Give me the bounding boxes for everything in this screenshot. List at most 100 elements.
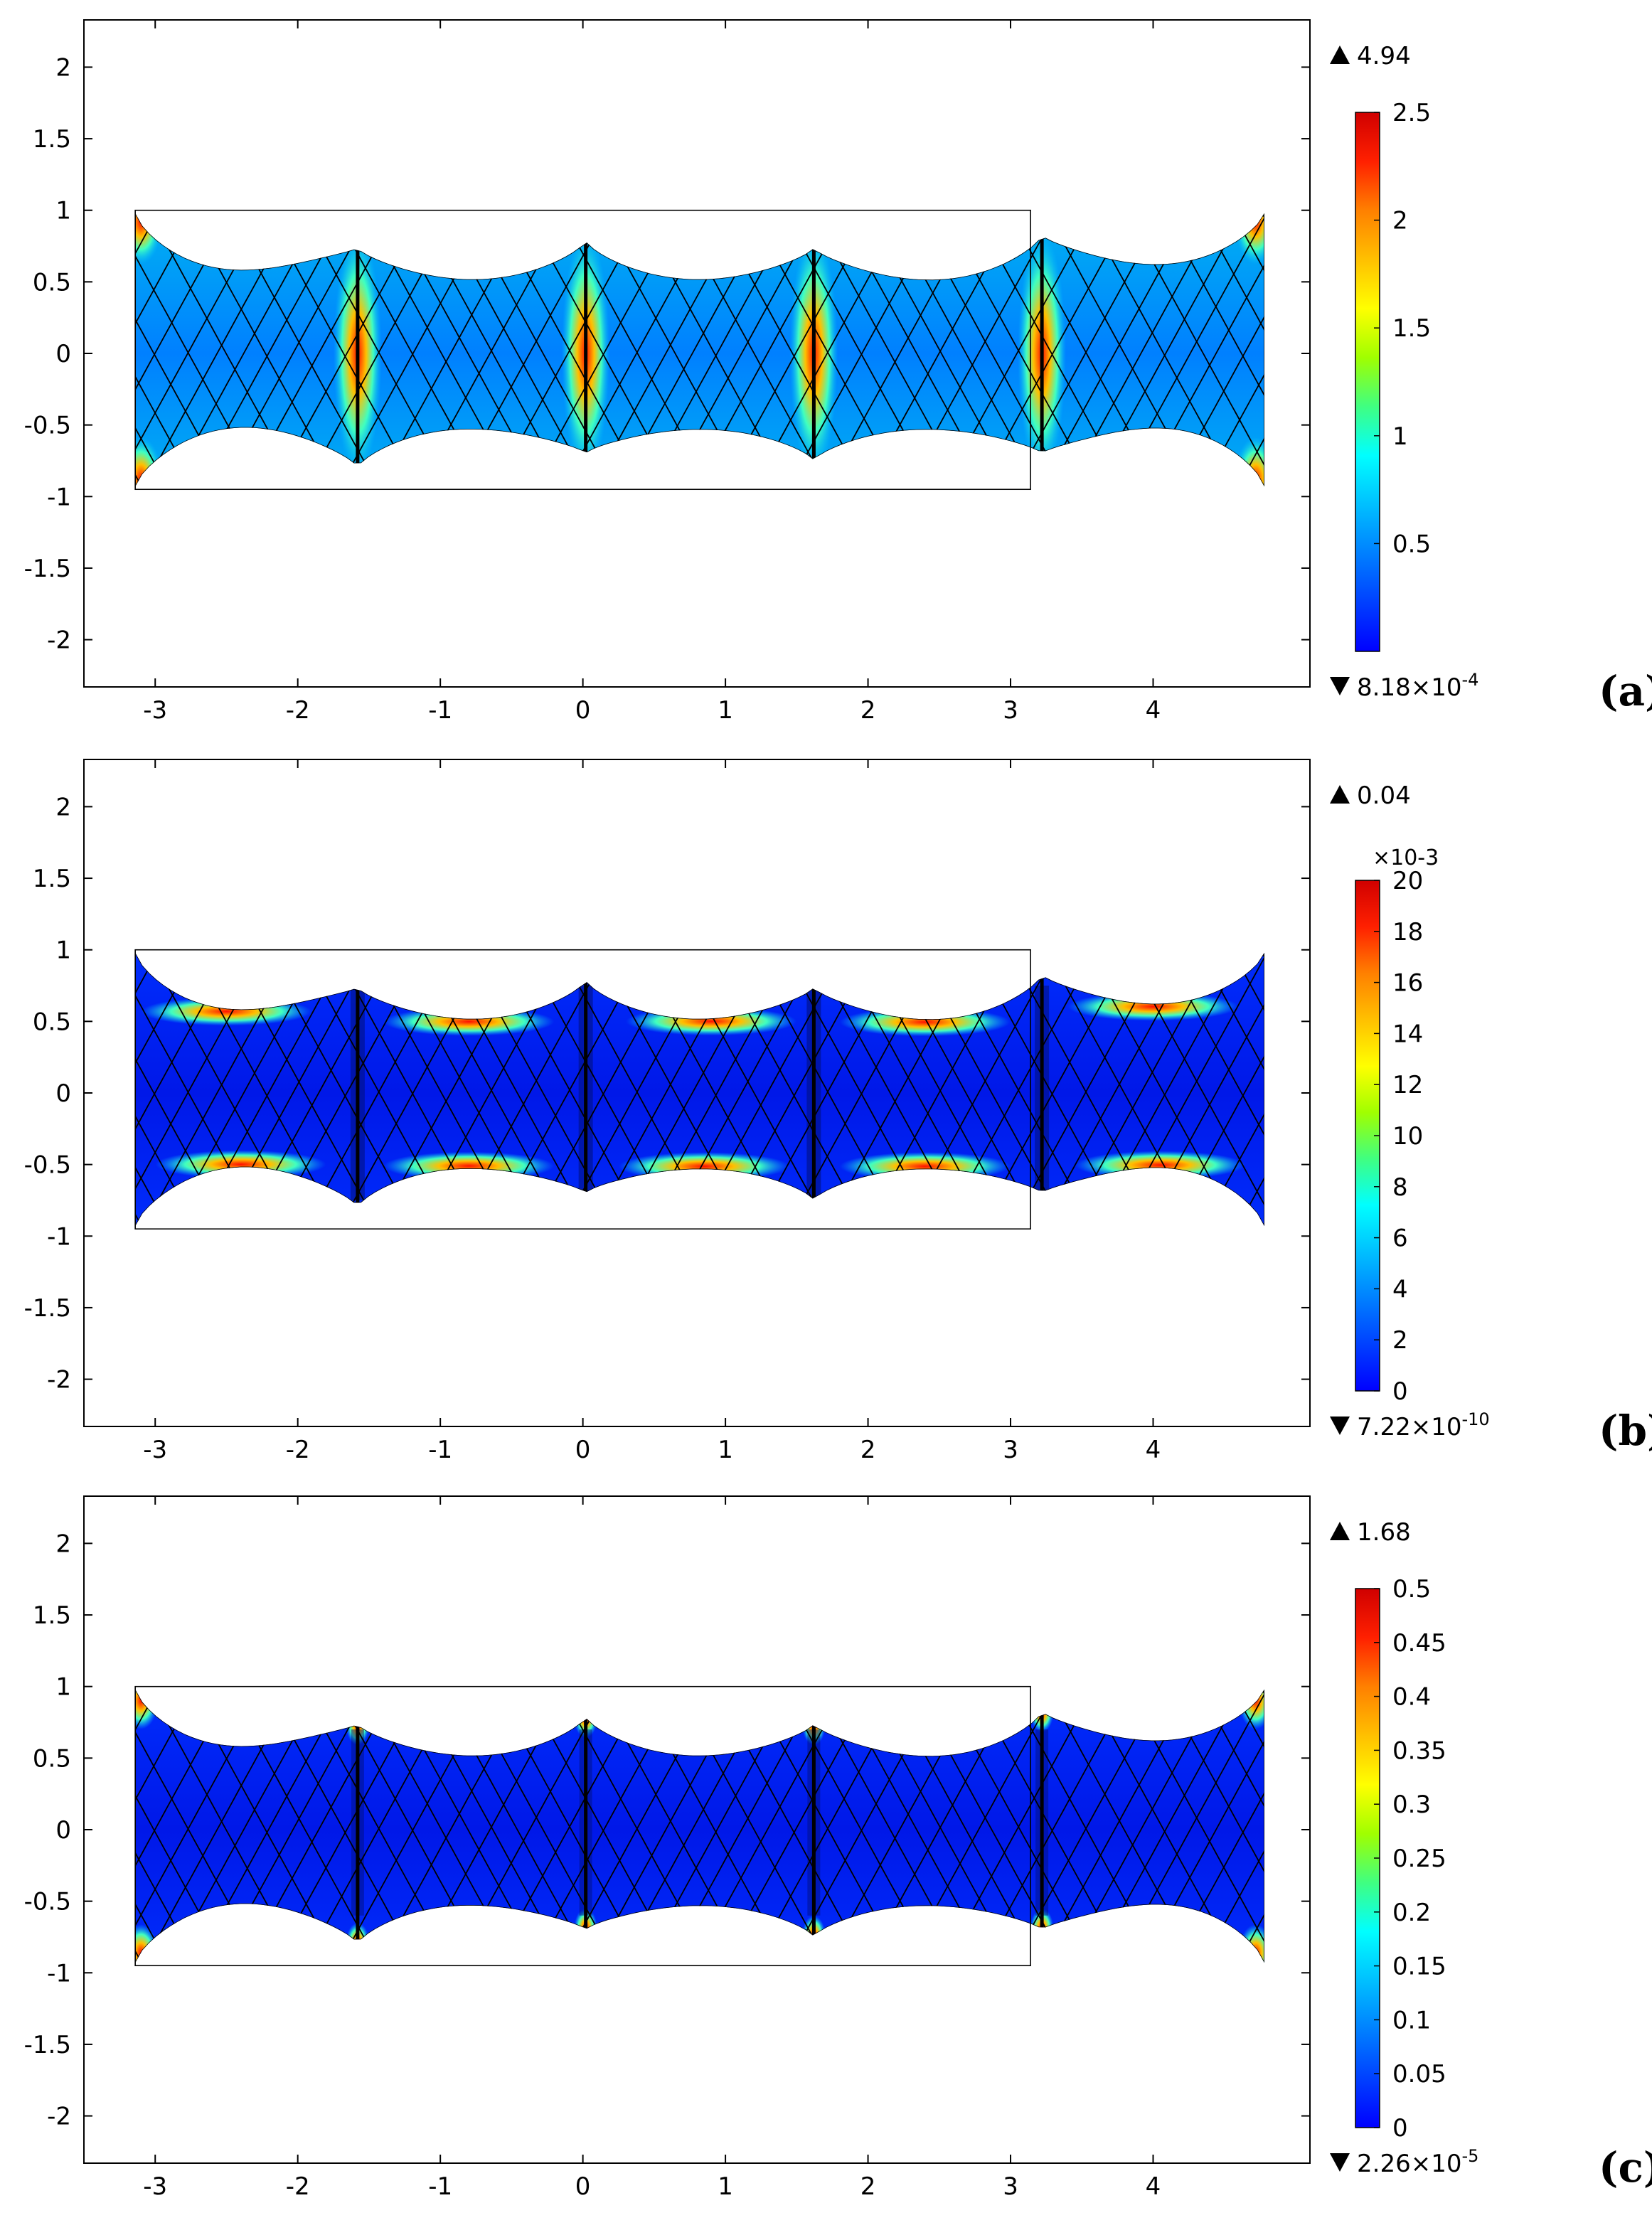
x-tick-label: 3 bbox=[1003, 1436, 1018, 1464]
colorbar-tick-label: 0.5 bbox=[1392, 530, 1431, 558]
mesh-line bbox=[0, 943, 84, 1244]
y-tick-label: 1 bbox=[55, 1673, 71, 1702]
y-tick-label: 0.5 bbox=[33, 1008, 71, 1036]
x-tick-label: -1 bbox=[428, 696, 452, 725]
colorbar-tick-label: 14 bbox=[1392, 1020, 1423, 1048]
edge-hotspot bbox=[1067, 992, 1239, 1021]
mesh-line bbox=[1227, 213, 1264, 487]
panel-b: -3 -2 -1 0 1 2 3 421.510.50-0.5-1-1.5-220181614… bbox=[0, 759, 1652, 1464]
colorbar-tick-label: 18 bbox=[1392, 918, 1423, 946]
mesh-line bbox=[135, 1689, 152, 1963]
mesh-line bbox=[1267, 1680, 1432, 1980]
max-triangle-icon bbox=[1330, 785, 1350, 804]
colorbar-tick-label: 10 bbox=[1392, 1122, 1423, 1151]
x-tick-label: 2 bbox=[860, 1436, 876, 1464]
field-background bbox=[135, 1689, 1264, 1963]
y-tick-label: 0 bbox=[55, 1079, 71, 1108]
min-triangle-icon bbox=[1330, 677, 1350, 695]
edge-hotspot bbox=[155, 1150, 326, 1179]
min-value-label: 8.18×10-4 bbox=[1357, 670, 1478, 702]
max-value-label: 1.68 bbox=[1357, 1518, 1411, 1547]
y-tick-label: 0 bbox=[55, 1816, 71, 1845]
x-tick-label: -2 bbox=[286, 696, 310, 725]
mesh-line bbox=[0, 943, 46, 1244]
y-tick-label: 0.5 bbox=[33, 1744, 71, 1773]
plot-area bbox=[0, 203, 1471, 504]
deformed-body bbox=[0, 943, 1471, 1244]
x-tick-label: 0 bbox=[575, 1436, 591, 1464]
y-tick-label: 1.5 bbox=[33, 1601, 71, 1630]
plot-area bbox=[0, 943, 1471, 1244]
deformed-body bbox=[0, 1680, 1471, 1980]
plot-area bbox=[0, 1680, 1471, 1980]
body-outline bbox=[135, 1689, 1264, 1963]
y-tick-label: 2 bbox=[55, 1530, 71, 1558]
mesh-line bbox=[1194, 1689, 1264, 1963]
panel-label: (c) bbox=[1599, 2143, 1652, 2192]
colorbar-tick-label: 0.45 bbox=[1392, 1629, 1446, 1658]
colorbar-tick-label: 2 bbox=[1392, 207, 1408, 235]
x-tick-label: -1 bbox=[428, 2172, 452, 2201]
y-tick-label: 2 bbox=[55, 53, 71, 82]
colorbar-tick-label: 0.25 bbox=[1392, 1845, 1446, 1873]
mesh-line bbox=[135, 1689, 178, 1963]
mesh-line bbox=[0, 203, 84, 504]
colorbar-tick-label: 2 bbox=[1392, 1326, 1408, 1355]
y-tick-label: 0 bbox=[55, 340, 71, 368]
colorbar-tick-label: 4 bbox=[1392, 1275, 1408, 1303]
y-tick-label: 1.5 bbox=[33, 125, 71, 154]
x-tick-label: 4 bbox=[1146, 696, 1161, 725]
mesh-line bbox=[135, 1689, 202, 1963]
mesh-line bbox=[1306, 203, 1471, 504]
x-tick-label: 4 bbox=[1146, 2172, 1161, 2201]
max-triangle-icon bbox=[1330, 46, 1350, 64]
mesh-line bbox=[1227, 952, 1264, 1227]
mesh-line bbox=[1306, 1680, 1471, 1980]
mesh-line bbox=[1227, 213, 1264, 487]
x-tick-label: -3 bbox=[143, 2172, 167, 2201]
corner-hotspot bbox=[135, 1689, 159, 1729]
undeformed-rectangle bbox=[134, 209, 1031, 491]
x-tick-label: -2 bbox=[286, 1436, 310, 1464]
x-tick-label: 3 bbox=[1003, 696, 1018, 725]
colorbar-tick-label: 2.5 bbox=[1392, 99, 1431, 127]
min-value-exponent: -5 bbox=[1461, 2146, 1478, 2166]
x-tick-label: -2 bbox=[286, 2172, 310, 2201]
min-value-exponent: -10 bbox=[1461, 1409, 1489, 1429]
min-triangle-icon bbox=[1330, 2153, 1350, 2172]
corner-hotspot bbox=[135, 213, 163, 265]
corner-hotspot bbox=[1238, 1689, 1264, 1729]
min-value-label: 7.22×10-10 bbox=[1357, 1409, 1490, 1441]
undeformed-rectangle bbox=[134, 1685, 1031, 1967]
field-background bbox=[135, 952, 1264, 1227]
mesh-line bbox=[1306, 943, 1471, 1244]
y-tick-label: -1 bbox=[47, 1959, 71, 1988]
mesh-line bbox=[1227, 1689, 1264, 1963]
x-tick-label: 1 bbox=[718, 1436, 733, 1464]
x-tick-label: -1 bbox=[428, 1436, 452, 1464]
y-tick-label: -1.5 bbox=[24, 555, 71, 583]
x-tick-label: 1 bbox=[718, 2172, 733, 2201]
max-triangle-icon bbox=[1330, 1522, 1350, 1540]
panel-c: -3 -2 -1 0 1 2 3 4 2 1.5 1 0.5 0 -0.5 -1 -1.5 -2 0.5 0.45 0… bbox=[0, 1495, 1652, 2201]
colorbar-tick-label: 1.5 bbox=[1392, 314, 1431, 343]
y-tick-label: -1 bbox=[47, 483, 71, 511]
colorbar-tick-label: 0.2 bbox=[1392, 1899, 1431, 1927]
y-tick-label: -2 bbox=[47, 626, 71, 655]
max-value-label: 4.94 bbox=[1357, 42, 1411, 70]
undeformed-rectangle bbox=[134, 949, 1031, 1230]
colorbar-tick-label: 0 bbox=[1392, 1377, 1408, 1406]
colorbar-tick-label: 1 bbox=[1392, 422, 1408, 451]
y-tick-label: -1.5 bbox=[24, 2031, 71, 2059]
mesh-line bbox=[0, 1680, 46, 1980]
mesh-line bbox=[1256, 213, 1264, 487]
mesh-line bbox=[1194, 213, 1264, 487]
x-tick-label: -3 bbox=[143, 696, 167, 725]
x-tick-label: 0 bbox=[575, 2172, 591, 2201]
colorbar-tick-label: 0 bbox=[1392, 2114, 1408, 2143]
x-tick-label: 3 bbox=[1003, 2172, 1018, 2201]
mesh-line bbox=[135, 952, 178, 1227]
min-value-mantissa: 2.26×10 bbox=[1357, 2150, 1461, 2178]
mesh-line bbox=[0, 1680, 84, 1980]
